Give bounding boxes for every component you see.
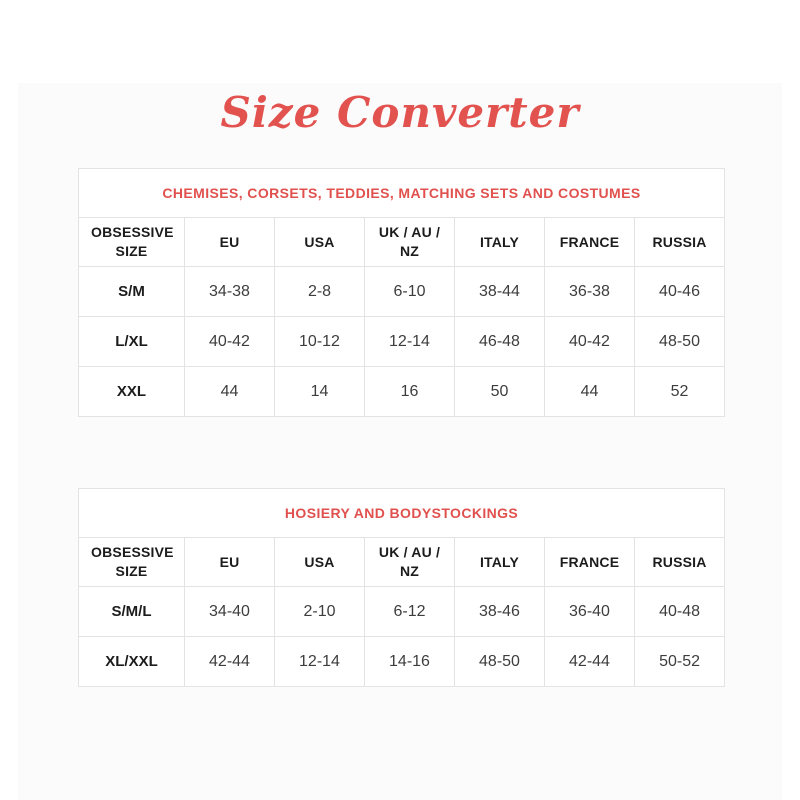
table-row: XL/XXL 42-44 12-14 14-16 48-50 42-44 50-… — [78, 636, 726, 687]
table-row: S/M 34-38 2-8 6-10 38-44 36-38 40-46 — [78, 266, 726, 317]
size-value-cell: 12-14 — [364, 316, 455, 367]
table-caption-row: CHEMISES, CORSETS, TEDDIES, MATCHING SET… — [77, 168, 726, 218]
column-header-france: FRANCE — [544, 537, 635, 587]
column-header-italy: ITALY — [454, 217, 545, 267]
size-value-cell: 2-8 — [274, 266, 365, 317]
table-row: S/M/L 34-40 2-10 6-12 38-46 36-40 40-48 — [78, 586, 726, 637]
size-value-cell: 36-38 — [544, 266, 635, 317]
size-value-cell: 52 — [633, 366, 726, 417]
size-value-cell: 44 — [544, 366, 635, 417]
size-value-cell: 34-38 — [184, 266, 275, 317]
size-value-cell: 42-44 — [184, 636, 275, 687]
size-value-cell: 6-10 — [364, 266, 455, 317]
size-label-cell: S/M/L — [78, 586, 185, 637]
size-value-cell: 2-10 — [274, 586, 365, 637]
table-row: XXL 44 14 16 50 44 52 — [78, 366, 726, 417]
table-header-row: OBSESSIVE SIZE EU USA UK / AU / NZ ITALY… — [78, 217, 726, 267]
size-value-cell: 50-52 — [633, 636, 726, 687]
column-header-usa: USA — [274, 537, 365, 587]
column-header-uk-au-nz: UK / AU / NZ — [364, 217, 455, 267]
size-label-cell: L/XL — [78, 316, 185, 367]
size-value-cell: 10-12 — [274, 316, 365, 367]
column-header-france: FRANCE — [544, 217, 635, 267]
size-value-cell: 40-48 — [633, 586, 726, 637]
column-header-italy: ITALY — [454, 537, 545, 587]
column-header-russia: RUSSIA — [633, 217, 726, 267]
column-header-obsessive-size: OBSESSIVE SIZE — [78, 217, 185, 267]
size-value-cell: 38-46 — [454, 586, 545, 637]
column-header-obsessive-size: OBSESSIVE SIZE — [78, 537, 185, 587]
size-value-cell: 6-12 — [364, 586, 455, 637]
column-header-eu: EU — [184, 217, 275, 267]
size-value-cell: 16 — [364, 366, 455, 417]
size-label-cell: XL/XXL — [78, 636, 185, 687]
size-value-cell: 38-44 — [454, 266, 545, 317]
size-value-cell: 48-50 — [454, 636, 545, 687]
size-value-cell: 42-44 — [544, 636, 635, 687]
size-value-cell: 14 — [274, 366, 365, 417]
chemises-size-table: CHEMISES, CORSETS, TEDDIES, MATCHING SET… — [77, 168, 726, 417]
size-value-cell: 48-50 — [633, 316, 726, 367]
hosiery-size-table: HOSIERY AND BODYSTOCKINGS OBSESSIVE SIZE… — [77, 488, 726, 687]
table-caption: HOSIERY AND BODYSTOCKINGS — [77, 488, 726, 538]
column-header-eu: EU — [184, 537, 275, 587]
table-caption: CHEMISES, CORSETS, TEDDIES, MATCHING SET… — [77, 168, 726, 218]
column-header-russia: RUSSIA — [633, 537, 726, 587]
size-label-cell: S/M — [78, 266, 185, 317]
table-caption-row: HOSIERY AND BODYSTOCKINGS — [77, 488, 726, 538]
size-label-cell: XXL — [78, 366, 185, 417]
size-value-cell: 34-40 — [184, 586, 275, 637]
column-header-usa: USA — [274, 217, 365, 267]
size-value-cell: 50 — [454, 366, 545, 417]
size-value-cell: 36-40 — [544, 586, 635, 637]
size-value-cell: 14-16 — [364, 636, 455, 687]
table-header-row: OBSESSIVE SIZE EU USA UK / AU / NZ ITALY… — [78, 537, 726, 587]
table-row: L/XL 40-42 10-12 12-14 46-48 40-42 48-50 — [78, 316, 726, 367]
size-value-cell: 40-46 — [633, 266, 726, 317]
size-value-cell: 46-48 — [454, 316, 545, 367]
size-value-cell: 12-14 — [274, 636, 365, 687]
size-value-cell: 40-42 — [544, 316, 635, 367]
size-value-cell: 40-42 — [184, 316, 275, 367]
column-header-uk-au-nz: UK / AU / NZ — [364, 537, 455, 587]
page-title: Size Converter — [220, 88, 580, 137]
size-value-cell: 44 — [184, 366, 275, 417]
